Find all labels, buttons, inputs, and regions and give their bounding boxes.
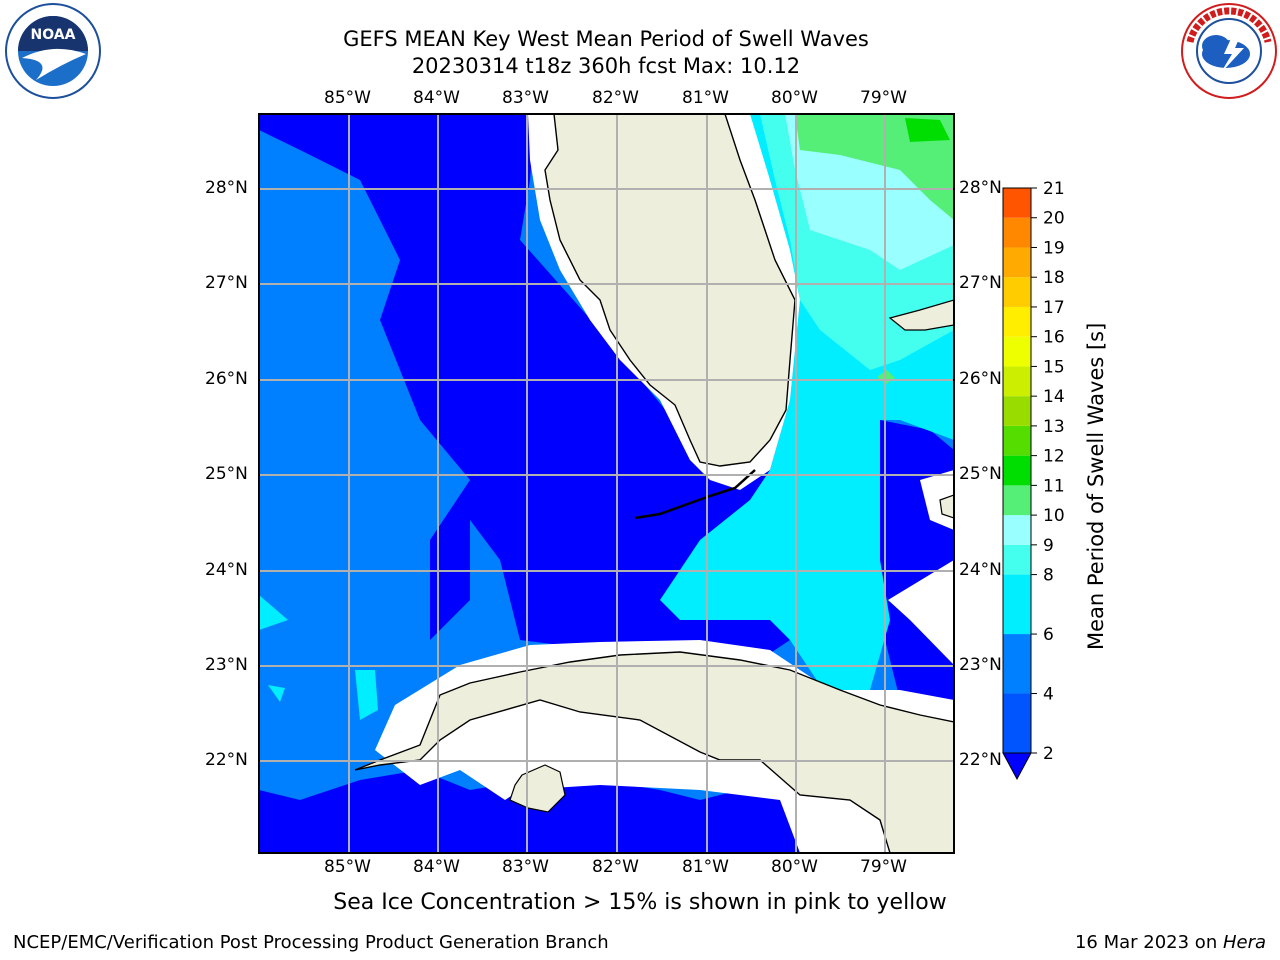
colorbar-tick-label: 4 bbox=[1043, 685, 1054, 705]
chart-title: GEFS MEAN Key West Mean Period of Swell … bbox=[343, 27, 869, 51]
lat-tick-right: 24°N bbox=[959, 560, 1002, 580]
lon-tick-top: 82°W bbox=[592, 88, 639, 108]
colorbar-swatch bbox=[1003, 217, 1031, 248]
map-figure bbox=[258, 113, 955, 854]
colorbar-swatch bbox=[1003, 306, 1031, 337]
lon-tick-bottom: 83°W bbox=[502, 857, 549, 877]
colorbar-swatch bbox=[1003, 188, 1031, 218]
colorbar-tick-label: 9 bbox=[1043, 536, 1054, 556]
lon-tick-top: 85°W bbox=[324, 88, 371, 108]
machine-name: Hera bbox=[1222, 932, 1266, 953]
colorbar-tick-label: 21 bbox=[1043, 180, 1065, 199]
masked-area-bahamas bbox=[888, 470, 954, 665]
nws-logo-icon bbox=[1181, 3, 1277, 99]
lat-tick-left: 25°N bbox=[205, 464, 248, 484]
colorbar-swatch bbox=[1003, 247, 1031, 278]
lat-tick-left: 26°N bbox=[205, 369, 248, 389]
colorbar-swatch bbox=[1003, 425, 1031, 456]
lon-tick-bottom: 82°W bbox=[592, 857, 639, 877]
florida-keys bbox=[634, 469, 756, 520]
contour-under-2 bbox=[259, 114, 790, 660]
sea-ice-note: Sea Ice Concentration > 15% is shown in … bbox=[333, 890, 947, 915]
land-isla-juventud bbox=[509, 764, 566, 813]
colorbar-tick-label: 19 bbox=[1043, 238, 1065, 258]
colorbar-label: Mean Period of Swell Waves [s] bbox=[1084, 322, 1108, 650]
colorbar-swatch bbox=[1003, 515, 1031, 545]
date-text: 16 Mar 2023 on bbox=[1074, 932, 1223, 953]
chart-subtitle: 20230314 t18z 360h fcst Max: 10.12 bbox=[411, 54, 801, 78]
colorbar-tick-label: 18 bbox=[1043, 268, 1065, 288]
colorbar-swatch bbox=[1003, 485, 1031, 516]
contour-10-11 bbox=[905, 118, 950, 142]
colorbar-frame bbox=[1002, 187, 1032, 754]
colorbar: 2 4 6 8 9 10 11 12 13 14 15 16 17 18 19 20 21 bbox=[1002, 180, 1065, 781]
colorbar-swatch bbox=[1003, 336, 1031, 367]
lat-tick-left: 24°N bbox=[205, 560, 248, 580]
land-bahamas bbox=[888, 299, 954, 519]
lon-tick-top: 84°W bbox=[413, 88, 460, 108]
lat-tick-left: 22°N bbox=[205, 750, 248, 770]
lat-tick-right: 28°N bbox=[959, 178, 1002, 198]
colorbar-tick-label: 11 bbox=[1043, 476, 1065, 496]
land-florida bbox=[544, 114, 796, 467]
colorbar-swatch bbox=[1003, 574, 1031, 635]
colorbar-tick-label: 8 bbox=[1043, 566, 1054, 586]
lat-tick-right: 25°N bbox=[959, 464, 1002, 484]
colorbar-swatch bbox=[1003, 544, 1031, 575]
lat-tick-right: 22°N bbox=[959, 750, 1002, 770]
producer-credit: NCEP/EMC/Verification Post Processing Pr… bbox=[13, 932, 609, 953]
lon-tick-bottom: 85°W bbox=[324, 857, 371, 877]
map-frame bbox=[258, 113, 955, 854]
colorbar-tick-label: 15 bbox=[1043, 357, 1065, 377]
noaa-logo-text: NOAA bbox=[31, 27, 76, 43]
colorbar-tick-label: 12 bbox=[1043, 447, 1065, 467]
colorbar-tick-label: 16 bbox=[1043, 328, 1065, 348]
lon-tick-top: 79°W bbox=[860, 88, 907, 108]
lat-tick-left: 27°N bbox=[205, 273, 248, 293]
lon-tick-bottom: 81°W bbox=[682, 857, 729, 877]
lat-tick-left: 23°N bbox=[205, 655, 248, 675]
lat-tick-right: 27°N bbox=[959, 273, 1002, 293]
lat-tick-right: 26°N bbox=[959, 369, 1002, 389]
land-cuba bbox=[354, 651, 954, 853]
noaa-logo-icon: NOAA bbox=[5, 3, 101, 99]
colorbar-tick-label: 10 bbox=[1043, 506, 1065, 526]
contour-under-2-south bbox=[259, 770, 870, 853]
colorbar-tick-label: 14 bbox=[1043, 387, 1065, 407]
lon-tick-bottom: 79°W bbox=[860, 857, 907, 877]
lon-tick-top: 83°W bbox=[502, 88, 549, 108]
lat-tick-right: 23°N bbox=[959, 655, 1002, 675]
colorbar-swatch bbox=[1003, 693, 1031, 753]
colorbar-tick-label: 2 bbox=[1043, 744, 1054, 764]
colorbar-tick-label: 20 bbox=[1043, 209, 1065, 229]
colorbar-swatch bbox=[1003, 396, 1031, 426]
date-stamp: 16 Mar 2023 on Hera bbox=[1075, 932, 1266, 953]
colorbar-tick-label: 6 bbox=[1043, 625, 1054, 645]
lon-tick-top: 81°W bbox=[682, 88, 729, 108]
lon-tick-top: 80°W bbox=[771, 88, 818, 108]
colorbar-tick-label: 17 bbox=[1043, 298, 1065, 318]
contour-4-6-west bbox=[259, 595, 378, 720]
colorbar-under-arrow bbox=[1002, 752, 1032, 781]
colorbar-swatch bbox=[1003, 366, 1031, 397]
colorbar-swatch bbox=[1003, 277, 1031, 307]
colorbar-swatch bbox=[1003, 455, 1031, 486]
colorbar-swatch bbox=[1003, 634, 1031, 694]
lon-tick-bottom: 84°W bbox=[413, 857, 460, 877]
lon-tick-bottom: 80°W bbox=[771, 857, 818, 877]
map-gridlines bbox=[259, 114, 954, 853]
lat-tick-left: 28°N bbox=[205, 178, 248, 198]
colorbar-tick-label: 13 bbox=[1043, 417, 1065, 437]
